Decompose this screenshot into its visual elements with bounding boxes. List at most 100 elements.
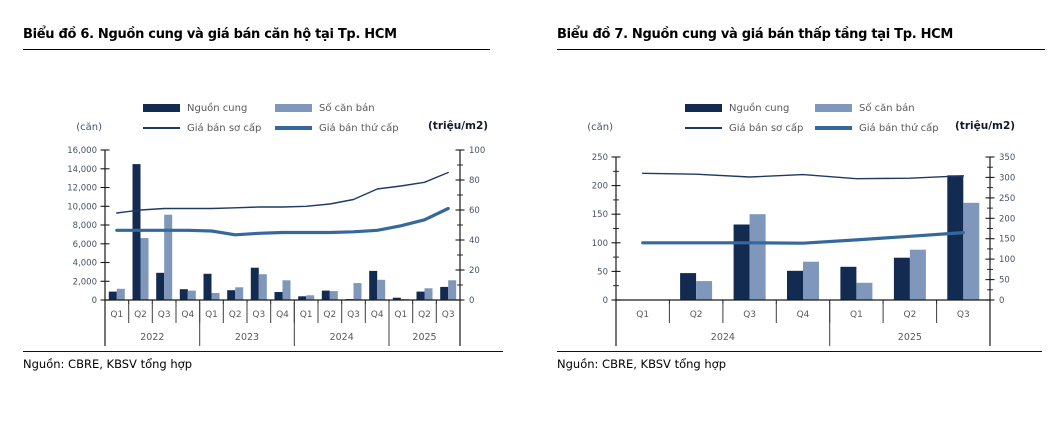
legend-item-gia-ban-so-cap: Giá bán sơ cấp	[143, 122, 275, 134]
quarter-label: Q2	[134, 310, 147, 320]
bar	[211, 293, 220, 300]
right-axis-unit: (triệu/m2)	[955, 120, 1016, 132]
year-label: 2023	[235, 332, 259, 343]
line-swatch-icon	[685, 127, 722, 129]
tick-label: 350	[999, 153, 1015, 163]
bar	[448, 280, 457, 300]
bar	[377, 279, 386, 300]
quarter-label: Q3	[252, 310, 265, 320]
line-swatch-icon	[815, 126, 852, 130]
bar	[187, 290, 196, 300]
quarter-label: Q3	[442, 310, 455, 320]
bar	[440, 286, 449, 300]
bar	[132, 164, 141, 300]
bar-swatch-icon	[685, 104, 722, 112]
tick-label: 100	[469, 146, 485, 156]
legend-item-gia-ban-thu-cap: Giá bán thứ cấp	[275, 122, 399, 134]
tick-label: 250	[592, 153, 608, 163]
price-lines	[641, 172, 965, 245]
quarter-label: Q3	[347, 310, 360, 320]
bar	[235, 287, 244, 300]
year-label: 2022	[140, 332, 164, 343]
tick-label: 60	[469, 206, 480, 216]
legend-label: Giá bán thứ cấp	[859, 122, 939, 134]
bar	[116, 288, 125, 301]
tick-label: 2,000	[73, 277, 97, 287]
quarter-label: Q2	[323, 310, 336, 320]
bar	[274, 292, 283, 300]
line-swatch-icon	[275, 126, 312, 130]
quarter-label: Q2	[229, 310, 242, 320]
tick-label: 0	[999, 296, 1004, 306]
tick-label: 20	[469, 266, 480, 276]
bar	[680, 273, 697, 300]
quarter-label: Q3	[957, 310, 970, 320]
bar-swatch-icon	[275, 104, 312, 112]
bar	[947, 175, 964, 300]
quarter-label: Q4	[371, 310, 384, 320]
tick-label: 150	[999, 235, 1015, 245]
legend-label: Số căn bán	[859, 102, 915, 114]
tick-label: 300	[999, 173, 1015, 183]
bar	[893, 257, 910, 300]
tick-label: 4,000	[73, 259, 97, 269]
year-label: 2024	[711, 332, 735, 343]
legend-item-gia-ban-thu-cap: Giá bán thứ cấp	[815, 122, 939, 134]
bar	[282, 280, 291, 300]
legend-label: Nguồn cung	[187, 102, 248, 114]
legend-label: Nguồn cung	[729, 102, 790, 114]
tick-label: 16,000	[67, 146, 97, 156]
legend-item-gia-ban-so-cap: Giá bán sơ cấp	[685, 122, 815, 134]
right-axis-unit: (triệu/m2)	[428, 120, 489, 132]
quarter-label: Q2	[903, 310, 916, 320]
quarter-label: Q2	[418, 310, 431, 320]
bar	[203, 273, 212, 301]
bar	[840, 266, 857, 300]
bar	[369, 270, 378, 300]
quarter-label: Q3	[158, 310, 171, 320]
bar-swatch-icon	[143, 104, 180, 112]
line-series	[641, 172, 964, 180]
bar	[108, 291, 117, 300]
legend-item-so-can-ban: Số căn bán	[275, 102, 399, 114]
price-lines	[115, 171, 450, 237]
bar	[353, 283, 362, 300]
bar	[392, 297, 401, 300]
plot-area: 0 2,000 4,000 6,000 8,000 10,000 12,000 14,000 1…	[67, 146, 485, 346]
tick-label: 80	[469, 176, 480, 186]
tick-label: 200	[999, 214, 1015, 224]
bar	[258, 274, 267, 300]
tick-label: 6,000	[73, 240, 97, 250]
bar	[156, 272, 165, 300]
left-axis-unit: (căn)	[587, 122, 613, 133]
bar	[416, 291, 425, 300]
bar	[424, 288, 433, 300]
bar-swatch-icon	[815, 104, 852, 112]
bar	[329, 291, 338, 300]
line-series	[116, 171, 449, 214]
chart-legend: Nguồn cung Số căn bán Giá bán sơ cấp Giá…	[685, 102, 939, 134]
quarter-label: Q1	[300, 310, 313, 320]
tick-label: 100	[592, 239, 608, 249]
bar	[909, 249, 926, 300]
tick-label: 150	[592, 210, 608, 220]
year-label: 2025	[412, 332, 436, 343]
bar	[306, 295, 315, 300]
bars	[680, 175, 980, 300]
bar	[321, 290, 330, 300]
quarter-label: Q2	[690, 310, 703, 320]
legend-label: Số căn bán	[319, 102, 375, 114]
tick-label: 12,000	[67, 184, 97, 194]
legend-item-nguon-cung: Nguồn cung	[685, 102, 815, 114]
legend-label: Giá bán thứ cấp	[319, 122, 399, 134]
quarter-label: Q1	[394, 310, 407, 320]
tick-label: 250	[999, 194, 1015, 204]
line-series	[641, 231, 965, 245]
quarter-label: Q1	[110, 310, 123, 320]
tick-label: 50	[999, 276, 1010, 286]
tick-label: 0	[603, 296, 608, 306]
axes: 0 2,000 4,000 6,000 8,000 10,000 12,000 14,000 1…	[67, 146, 485, 346]
quarter-label: Q1	[205, 310, 218, 320]
tick-label: 0	[469, 296, 474, 306]
